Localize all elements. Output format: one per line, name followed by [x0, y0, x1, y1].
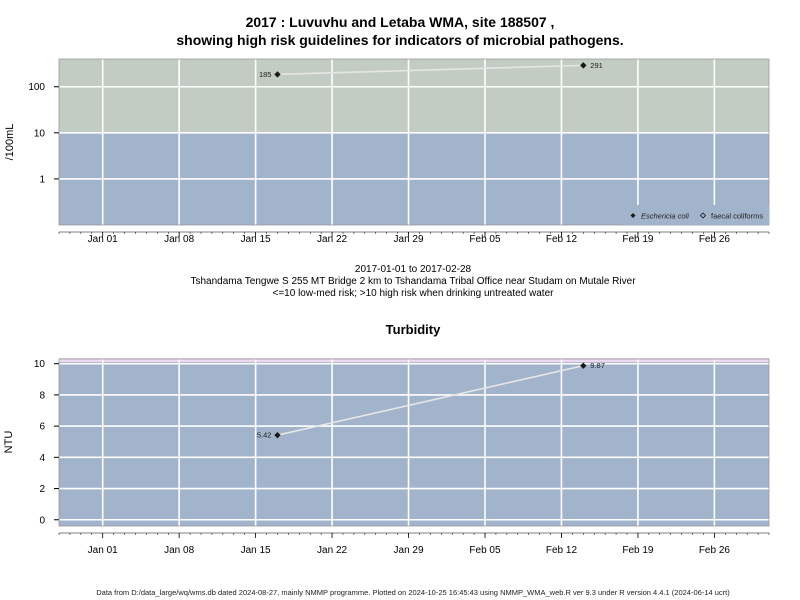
- ecoli-ytick-label: 100: [28, 82, 45, 93]
- footer-note: Data from D:/data_large/wq/wms.db dated …: [96, 588, 730, 597]
- turbidity-y-axis-label: NTU: [3, 431, 15, 454]
- turbidity-ytick-label: 2: [39, 484, 45, 495]
- ecoli-plot-frame: [58, 58, 770, 226]
- ecoli-xtick-label: Jan 15: [241, 234, 271, 245]
- ecoli-high-risk-band: [59, 59, 769, 133]
- turbidity-series-line: [277, 364, 584, 436]
- chart-title-line2: showing high risk guidelines for indicat…: [176, 32, 624, 48]
- ecoli-xtick-label: Jan 22: [317, 234, 347, 245]
- turbidity-limit-band: [59, 358, 769, 362]
- ecoli-xtick-label: Jan 01: [88, 234, 118, 245]
- ecoli-series-line: [277, 64, 584, 76]
- turbidity-plot-frame: [58, 358, 770, 527]
- turbidity-ytick-label: 10: [34, 359, 46, 370]
- site-description-text: Tshandama Tengwe S 255 MT Bridge 2 km to…: [190, 276, 636, 287]
- turbidity-data-point: [580, 362, 587, 369]
- ecoli-legend-label: faecal coliforms: [711, 212, 763, 221]
- turbidity-data-label: 5.42: [257, 431, 272, 440]
- ecoli-xtick-label: Feb 05: [469, 234, 501, 245]
- turbidity-xtick-label: Jan 01: [88, 545, 118, 556]
- turbidity-ytick-label: 8: [39, 390, 45, 401]
- ecoli-xtick-label: Feb 19: [622, 234, 654, 245]
- turbidity-xtick-label: Jan 22: [317, 545, 347, 556]
- ecoli-data-point: [274, 71, 281, 78]
- turbidity-data-point: [274, 431, 281, 439]
- turbidity-xtick-label: Feb 26: [699, 545, 731, 556]
- turbidity-xtick-label: Feb 12: [546, 545, 578, 556]
- ecoli-y-axis-label: /100mL: [4, 124, 16, 161]
- ecoli-ytick-label: 1: [39, 174, 45, 185]
- ecoli-xtick-label: Feb 26: [699, 234, 731, 245]
- turbidity-xtick-label: Jan 15: [241, 545, 271, 556]
- ecoli-xtick-label: Jan 29: [394, 234, 424, 245]
- turbidity-ytick-label: 0: [39, 515, 45, 526]
- date-range-text: 2017-01-01 to 2017-02-28: [354, 264, 472, 275]
- ecoli-xtick-label: Feb 12: [546, 234, 578, 245]
- ecoli-data-label: 291: [590, 61, 603, 70]
- turbidity-xtick-label: Feb 19: [622, 545, 654, 556]
- ecoli-legend-marker-filled: [630, 213, 636, 218]
- turbidity-ytick-label: 4: [39, 453, 45, 464]
- chart-title-line1: 2017 : Luvuvhu and Letaba WMA, site 1885…: [245, 14, 555, 30]
- turbidity-ytick-label: 6: [39, 422, 45, 433]
- ecoli-legend-marker-open: [699, 212, 707, 219]
- ecoli-legend-box: [623, 205, 769, 225]
- turbidity-xtick-label: Feb 05: [469, 545, 501, 556]
- turbidity-chart-title: Turbidity: [385, 322, 441, 337]
- risk-guideline-text: <=10 low-med risk; >10 high risk when dr…: [272, 288, 554, 299]
- ecoli-xtick-label: Jan 08: [164, 234, 194, 245]
- turbidity-plot-background: [59, 359, 769, 526]
- ecoli-ytick-label: 10: [34, 128, 46, 139]
- ecoli-data-label: 185: [259, 70, 272, 79]
- ecoli-legend-label: Eschericia coli: [641, 212, 689, 221]
- turbidity-xtick-label: Jan 29: [394, 545, 424, 556]
- ecoli-data-point: [580, 62, 587, 69]
- turbidity-data-label: 9.87: [590, 361, 605, 370]
- turbidity-xtick-label: Jan 08: [164, 545, 194, 556]
